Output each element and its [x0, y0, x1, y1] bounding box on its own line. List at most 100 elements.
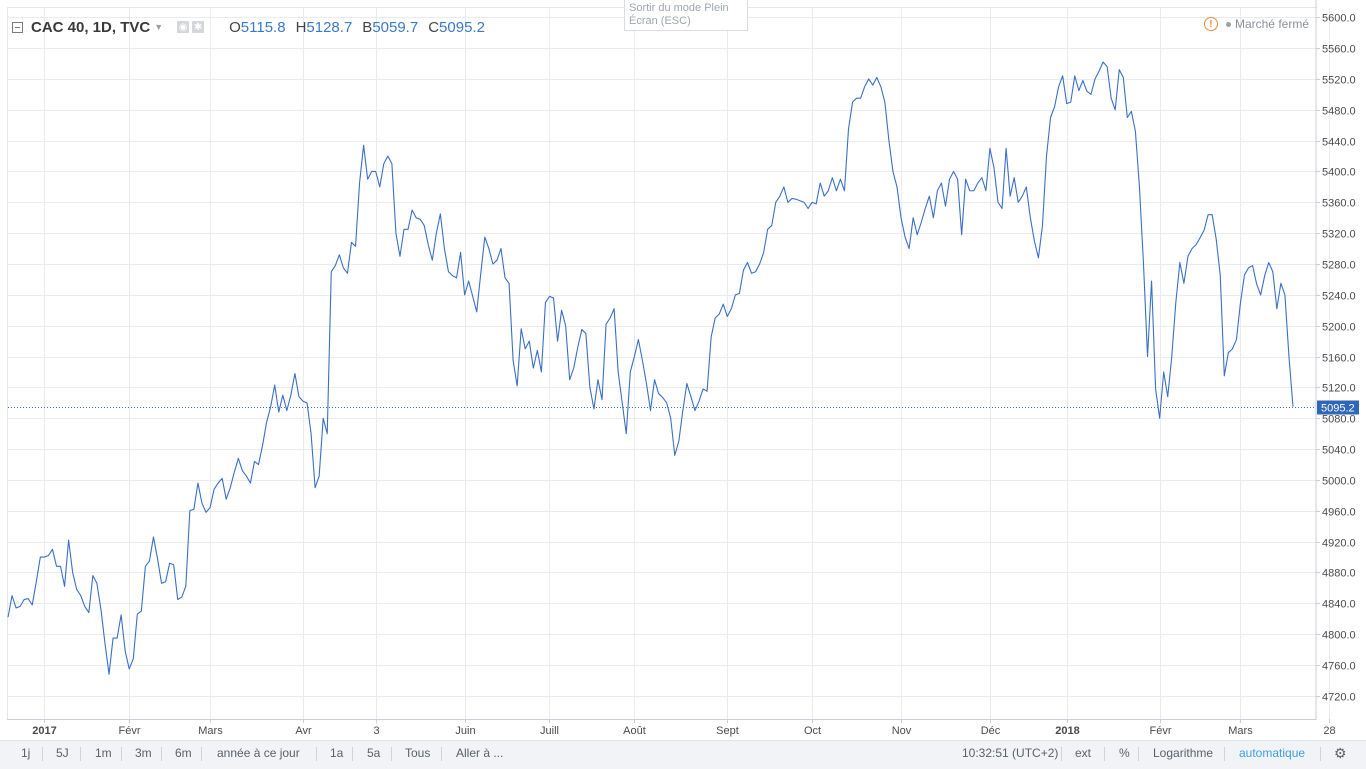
- timeframe-1m[interactable]: 1m: [95, 746, 112, 760]
- last-price-group: 5095.2: [8, 400, 1359, 415]
- separator: [1320, 747, 1321, 761]
- high-key: H: [295, 18, 307, 36]
- x-tick-label: Nov: [892, 725, 912, 737]
- separator: [1224, 747, 1225, 761]
- y-tick-label: 5000.0: [1322, 476, 1356, 488]
- ohlc-values: O 5115.8 H 5128.7 B 5059.7 C 5095.2: [219, 19, 485, 36]
- y-tick-label: 4720.0: [1322, 692, 1356, 704]
- separator: [352, 747, 353, 761]
- y-tick-label: 4880.0: [1322, 568, 1356, 580]
- log-scale-toggle[interactable]: Logarithme: [1153, 746, 1214, 760]
- market-status[interactable]: ! Marché fermé: [1203, 17, 1309, 31]
- time-axis[interactable]: 2017 Févr Mars Avr 3 Juin Juill Août Sept Oct Nov D…: [7, 719, 1336, 737]
- separator: [121, 747, 122, 761]
- y-tick-label: 5600.0: [1322, 13, 1356, 25]
- price-chart[interactable]: 5095.2 4720.0 4760.0 4800.0 4840.0 4880.0 492…: [0, 0, 1366, 740]
- price-axis[interactable]: 4720.0 4760.0 4800.0 4840.0 4880.0 4920.0 4960…: [1315, 0, 1356, 720]
- y-tick-label: 5040.0: [1322, 445, 1356, 457]
- timeframe-1j[interactable]: 1j: [21, 746, 31, 760]
- x-tick-label: Août: [623, 725, 646, 737]
- timeframe-5j[interactable]: 5J: [56, 746, 69, 760]
- y-tick-label: 5280.0: [1322, 260, 1356, 272]
- series-line: [7, 61, 1294, 675]
- series-line-group: [7, 61, 1294, 675]
- high-value: 5128.7: [306, 18, 353, 36]
- y-tick-label: 4800.0: [1322, 630, 1356, 642]
- separator: [441, 747, 442, 761]
- separator: [1061, 747, 1062, 761]
- chevron-down-icon[interactable]: ▼: [154, 22, 164, 32]
- x-tick-label: 2018: [1055, 725, 1079, 737]
- fullscreen-exit-tooltip: Sortir du mode Plein Écran (ESC): [624, 0, 748, 31]
- percent-scale-toggle[interactable]: %: [1119, 746, 1130, 760]
- y-tick-label: 5440.0: [1322, 137, 1356, 149]
- x-tick-label: 2017: [32, 725, 56, 737]
- timeframe-ytd[interactable]: année à ce jour: [217, 746, 300, 760]
- timeframe-3m[interactable]: 3m: [135, 746, 152, 760]
- x-tick-label: Avr: [295, 725, 312, 737]
- extended-hours-toggle[interactable]: ext: [1075, 746, 1092, 760]
- status-dot-icon: [1225, 21, 1231, 27]
- y-tick-label: 5120.0: [1322, 383, 1356, 395]
- y-tick-label: 5200.0: [1322, 322, 1356, 334]
- warning-icon[interactable]: !: [1203, 17, 1218, 31]
- open-key: O: [229, 18, 241, 36]
- tooltip-line-2: Écran (ESC): [629, 15, 691, 27]
- x-tick-label: 3: [373, 725, 379, 737]
- grid: [8, 8, 1330, 719]
- timeframe-6m[interactable]: 6m: [175, 746, 192, 760]
- x-tick-label: Juill: [540, 725, 559, 737]
- y-tick-label: 4760.0: [1322, 661, 1356, 673]
- y-tick-label: 4960.0: [1322, 507, 1356, 519]
- y-tick-label: 4920.0: [1322, 538, 1356, 550]
- x-tick-label: 28: [1323, 725, 1335, 737]
- symbol-title[interactable]: CAC 40, 1D, TVC: [31, 18, 151, 36]
- gear-icon[interactable]: ⚙: [1334, 745, 1347, 761]
- timeframe-1a[interactable]: 1a: [330, 746, 344, 760]
- y-tick-label: 5400.0: [1322, 167, 1356, 179]
- y-tick-label: 5160.0: [1322, 353, 1356, 365]
- y-tick-label: 5560.0: [1322, 44, 1356, 56]
- close-key: C: [428, 18, 440, 36]
- open-value: 5115.8: [240, 18, 286, 36]
- x-tick-label: Oct: [804, 725, 821, 737]
- collapse-legend-button[interactable]: [12, 21, 23, 33]
- gear-icon[interactable]: ✱: [192, 21, 205, 33]
- separator: [1138, 747, 1139, 761]
- last-price-badge: [1317, 400, 1359, 415]
- last-price-label: 5095.2: [1321, 403, 1355, 415]
- separator: [42, 747, 43, 761]
- y-tick-label: 5320.0: [1322, 229, 1356, 241]
- x-tick-label: Mars: [1228, 725, 1253, 737]
- timeframe-tous[interactable]: Tous: [405, 746, 431, 760]
- y-tick-label: 5080.0: [1322, 414, 1356, 426]
- close-value: 5095.2: [439, 18, 485, 36]
- low-key: B: [362, 18, 373, 36]
- separator: [161, 747, 162, 761]
- clock-readout[interactable]: 10:32:51 (UTC+2): [962, 746, 1059, 760]
- separator: [316, 747, 317, 761]
- auto-scale-toggle[interactable]: automatique: [1239, 746, 1306, 760]
- x-tick-label: Déc: [981, 725, 1001, 737]
- x-tick-label: Févr: [1150, 725, 1172, 737]
- y-tick-label: 5480.0: [1322, 106, 1356, 118]
- bottom-toolbar: 1j 5J 1m 3m 6m année à ce jour 1a 5a Tou…: [0, 740, 1366, 769]
- x-tick-label: Févr: [119, 725, 141, 737]
- y-tick-label: 5240.0: [1322, 291, 1356, 303]
- x-tick-label: Mars: [198, 725, 223, 737]
- market-status-label: Marché fermé: [1234, 17, 1309, 31]
- goto-date-button[interactable]: Aller à ...: [456, 746, 504, 760]
- x-tick-label: Juin: [455, 725, 475, 737]
- separator: [80, 747, 81, 761]
- separator: [391, 747, 392, 761]
- y-tick-label: 4840.0: [1322, 599, 1356, 611]
- y-tick-label: 5360.0: [1322, 198, 1356, 210]
- separator: [1104, 747, 1105, 761]
- low-value: 5059.7: [372, 18, 419, 36]
- separator: [201, 747, 202, 761]
- x-tick-label: Sept: [716, 725, 739, 737]
- eye-icon[interactable]: ◉: [177, 21, 190, 33]
- timeframe-5a[interactable]: 5a: [367, 746, 381, 760]
- tooltip-line-1: Sortir du mode Plein: [629, 2, 729, 14]
